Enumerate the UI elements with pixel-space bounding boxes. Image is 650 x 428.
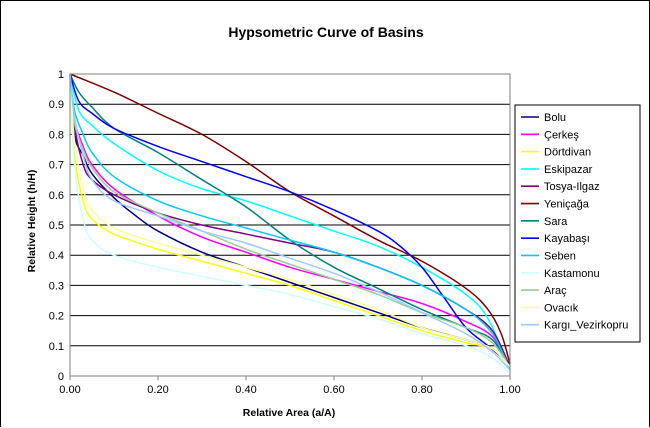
y-tick-label: 0.3 [49, 280, 64, 292]
legend-label: Sara [544, 216, 568, 228]
series-line-eskipazar [69, 73, 511, 371]
x-tick-label: 0.80 [411, 384, 432, 396]
chart-title: Hypsometric Curve of Basins [228, 24, 423, 40]
legend-label: Kayabaşı [544, 233, 590, 245]
x-tick-label: 0.20 [147, 384, 168, 396]
legend-label: Çerkeş [544, 129, 579, 141]
x-tick-label: 0.40 [235, 384, 256, 396]
plot-frame [69, 73, 511, 377]
legend-label: Araç [544, 285, 567, 297]
x-tick-label: 1.00 [499, 384, 520, 396]
series-line-ara- [69, 73, 511, 368]
series-line-kayaba- [69, 73, 511, 365]
x-tick-label: 0.00 [59, 384, 80, 396]
x-tick-label: 0.60 [323, 384, 344, 396]
legend: Bolu Çerkeş Dörtdivan Eskipazar Tosya-Ilgaz Y… [514, 104, 641, 343]
series-line--erke- [69, 73, 511, 368]
legend-label: Dörtdivan [544, 147, 591, 159]
series-line-seben [69, 73, 511, 371]
y-tick-label: 0.9 [49, 99, 64, 111]
series-line-yeni-a-a [69, 73, 511, 365]
y-tick-label: 0.8 [49, 129, 64, 141]
legend-label: Kastamonu [544, 268, 600, 280]
legend-label: Kargı_Vezirkopru [544, 320, 628, 332]
legend-box [514, 104, 641, 343]
y-axis-title: Relative Height (h/H) [26, 170, 38, 273]
legend-label: Seben [544, 250, 576, 262]
y-tick-label: 0.4 [49, 250, 64, 262]
legend-label: Ovacık [544, 302, 579, 314]
series-line-karg-vezirkopru [69, 73, 511, 371]
series-line-ovac-k [69, 73, 511, 368]
legend-label: Bolu [544, 112, 566, 124]
legend-label: Tosya-Ilgaz [544, 181, 600, 193]
y-tick-label: 1 [58, 69, 64, 81]
y-tick-label: 0.1 [49, 341, 64, 353]
y-tick-label: 0.2 [49, 311, 64, 323]
x-axis-title: Relative Area (a/A) [243, 407, 335, 419]
legend-label: Eskipazar [544, 164, 593, 176]
y-tick-label: 0.6 [49, 190, 64, 202]
legend-label: Yeniçağa [544, 199, 590, 211]
y-tick-label: 0.7 [49, 160, 64, 172]
y-tick-label: 0 [58, 371, 64, 383]
series-line-kastamonu [69, 73, 511, 374]
series-line-d-rtdivan [69, 73, 511, 368]
y-tick-label: 0.5 [49, 220, 64, 232]
